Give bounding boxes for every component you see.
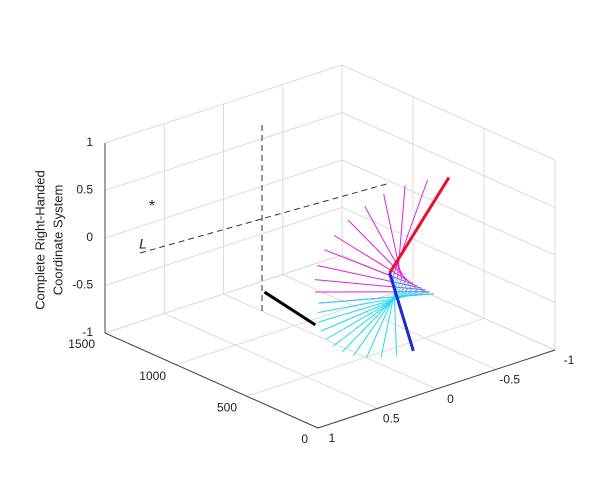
dashed-line bbox=[139, 182, 391, 254]
fan-line bbox=[317, 291, 430, 314]
z-tick-label: 0 bbox=[86, 230, 93, 244]
grid-line bbox=[104, 207, 343, 286]
fan-line bbox=[317, 265, 422, 289]
fan-line bbox=[325, 285, 418, 340]
annotation: * bbox=[149, 198, 155, 215]
grid-line bbox=[223, 293, 437, 390]
grid-line bbox=[104, 254, 343, 334]
grid-line bbox=[104, 64, 343, 144]
series-line bbox=[263, 290, 317, 327]
x-tick-label: 0 bbox=[447, 392, 454, 406]
y-axis-line bbox=[104, 332, 319, 429]
fan-line bbox=[324, 249, 418, 287]
grid-line bbox=[341, 207, 556, 303]
grid-line bbox=[341, 64, 556, 161]
grid-line bbox=[104, 159, 343, 239]
fan-line bbox=[397, 185, 406, 277]
annotation: L bbox=[139, 236, 147, 252]
grid-line bbox=[246, 317, 485, 397]
dashed-guides bbox=[139, 125, 391, 315]
y-tick-label: 500 bbox=[217, 401, 237, 415]
fan-line bbox=[364, 205, 407, 281]
x-axis-line bbox=[317, 349, 556, 429]
grid-line bbox=[175, 286, 414, 366]
grid-line bbox=[341, 112, 556, 208]
x-tick-label: 0.5 bbox=[383, 412, 400, 426]
z-tick-label: 0.5 bbox=[76, 183, 93, 197]
z-tick-label: -1 bbox=[82, 325, 93, 339]
y-tick-label: 1000 bbox=[139, 369, 166, 383]
fan-line bbox=[318, 289, 426, 323]
fan-line bbox=[318, 293, 434, 304]
x-tick-label: -1 bbox=[564, 353, 575, 367]
x-tick-label: 1 bbox=[329, 431, 336, 445]
z-axis-label: Complete Right-Handed Coordinate System bbox=[32, 170, 65, 309]
grid-line bbox=[164, 313, 378, 409]
fan-line bbox=[341, 282, 410, 353]
grid-line bbox=[104, 112, 343, 191]
grid-line bbox=[282, 274, 496, 370]
z-axis-label-line: Coordinate System bbox=[50, 185, 65, 296]
z-tick-label: 1 bbox=[86, 135, 93, 149]
fan-line bbox=[333, 234, 415, 285]
plot-marks bbox=[263, 176, 451, 358]
fan-line bbox=[383, 194, 403, 279]
series-line bbox=[388, 272, 415, 352]
grid-line bbox=[341, 159, 556, 256]
z-axis-label-line: Complete Right-Handed bbox=[32, 170, 47, 309]
series-line bbox=[388, 176, 451, 274]
fan-line bbox=[332, 283, 415, 347]
y-tick-label: 0 bbox=[301, 432, 308, 446]
x-tick-label: -0.5 bbox=[499, 373, 520, 387]
y-tick-label: 1500 bbox=[68, 337, 95, 351]
fan-line bbox=[314, 279, 426, 291]
z-tick-label: -0.5 bbox=[72, 278, 93, 292]
grid bbox=[104, 64, 556, 429]
fan-line bbox=[320, 287, 422, 332]
fan-line bbox=[347, 219, 410, 283]
